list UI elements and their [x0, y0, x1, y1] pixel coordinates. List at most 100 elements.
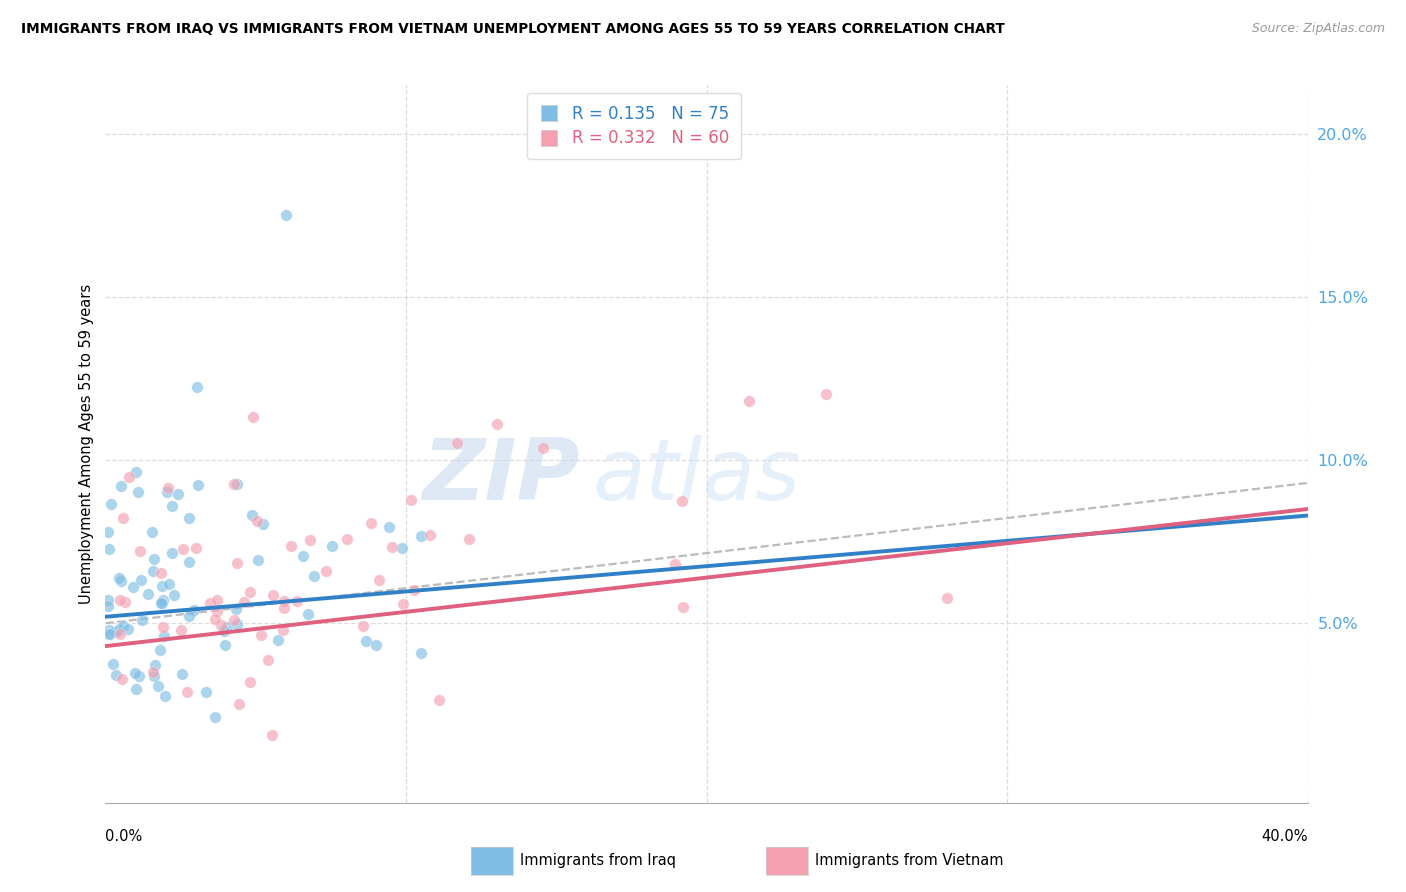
Point	[128, 669, 150, 683]
Point	[409, 646, 432, 660]
Point	[111, 672, 134, 686]
Point	[136, 587, 159, 601]
Point	[214, 638, 236, 652]
Point	[664, 557, 686, 571]
Point	[233, 595, 256, 609]
Point	[209, 618, 232, 632]
Point	[97, 599, 120, 613]
Point	[315, 565, 337, 579]
Point	[367, 573, 389, 587]
Point	[179, 555, 201, 569]
Point	[273, 623, 295, 637]
Point	[239, 675, 262, 690]
Point	[97, 592, 120, 607]
Point	[97, 623, 120, 637]
Point	[360, 516, 382, 530]
Point	[936, 591, 959, 605]
Point	[187, 478, 209, 492]
Point	[671, 494, 693, 508]
Point	[252, 517, 274, 532]
Point	[228, 697, 250, 711]
Point	[321, 539, 343, 553]
Point	[297, 607, 319, 622]
Point	[110, 574, 132, 589]
Point	[112, 511, 135, 525]
Point	[225, 602, 247, 616]
Point	[205, 593, 228, 607]
Point	[446, 435, 468, 450]
Point	[103, 657, 125, 671]
Point	[204, 710, 226, 724]
Point	[531, 441, 554, 455]
Point	[100, 498, 122, 512]
Point	[157, 577, 180, 591]
Point	[240, 508, 263, 522]
Point	[292, 549, 315, 563]
Text: Immigrants from Iraq: Immigrants from Iraq	[520, 854, 676, 868]
Point	[157, 481, 180, 495]
Point	[148, 679, 170, 693]
Point	[143, 552, 166, 566]
Point	[194, 685, 217, 699]
Point	[409, 529, 432, 543]
Point	[672, 600, 695, 615]
Point	[381, 540, 404, 554]
Point	[177, 608, 200, 623]
Point	[131, 613, 153, 627]
Point	[246, 514, 269, 528]
Point	[150, 596, 173, 610]
Legend: R = 0.135   N = 75, R = 0.332   N = 60: R = 0.135 N = 75, R = 0.332 N = 60	[527, 93, 741, 159]
Point	[142, 665, 165, 680]
Point	[107, 622, 129, 636]
Point	[153, 629, 176, 643]
Point	[280, 540, 302, 554]
Point	[226, 477, 249, 491]
Point	[118, 470, 141, 484]
Point	[378, 519, 401, 533]
Point	[274, 208, 297, 222]
Point	[354, 633, 377, 648]
Point	[204, 612, 226, 626]
Point	[114, 595, 136, 609]
Point	[186, 380, 208, 394]
Point	[128, 544, 150, 558]
Point	[122, 580, 145, 594]
Point	[170, 667, 193, 681]
Point	[110, 593, 132, 607]
Point	[143, 669, 166, 683]
Point	[352, 619, 374, 633]
Point	[97, 524, 120, 539]
Point	[239, 585, 262, 599]
Point	[143, 658, 166, 673]
Point	[427, 693, 450, 707]
Point	[226, 556, 249, 570]
Point	[366, 639, 388, 653]
Text: Immigrants from Vietnam: Immigrants from Vietnam	[815, 854, 1004, 868]
Point	[112, 619, 135, 633]
Point	[458, 532, 481, 546]
Point	[176, 685, 198, 699]
Point	[110, 479, 132, 493]
Point	[162, 500, 184, 514]
Point	[156, 485, 179, 500]
Point	[256, 653, 278, 667]
Point	[214, 624, 236, 638]
Point	[141, 524, 163, 539]
Point	[224, 476, 246, 491]
Text: 40.0%: 40.0%	[1261, 829, 1308, 844]
Point	[336, 533, 359, 547]
Point	[738, 394, 761, 409]
Point	[125, 465, 148, 479]
Point	[215, 619, 238, 633]
Point	[302, 569, 325, 583]
Point	[222, 613, 245, 627]
Point	[160, 546, 183, 560]
Point	[141, 564, 163, 578]
Point	[285, 593, 308, 607]
Point	[129, 573, 152, 587]
Point	[124, 681, 146, 696]
Point	[152, 620, 174, 634]
Point	[298, 533, 321, 547]
Point	[169, 623, 191, 637]
Point	[179, 510, 201, 524]
